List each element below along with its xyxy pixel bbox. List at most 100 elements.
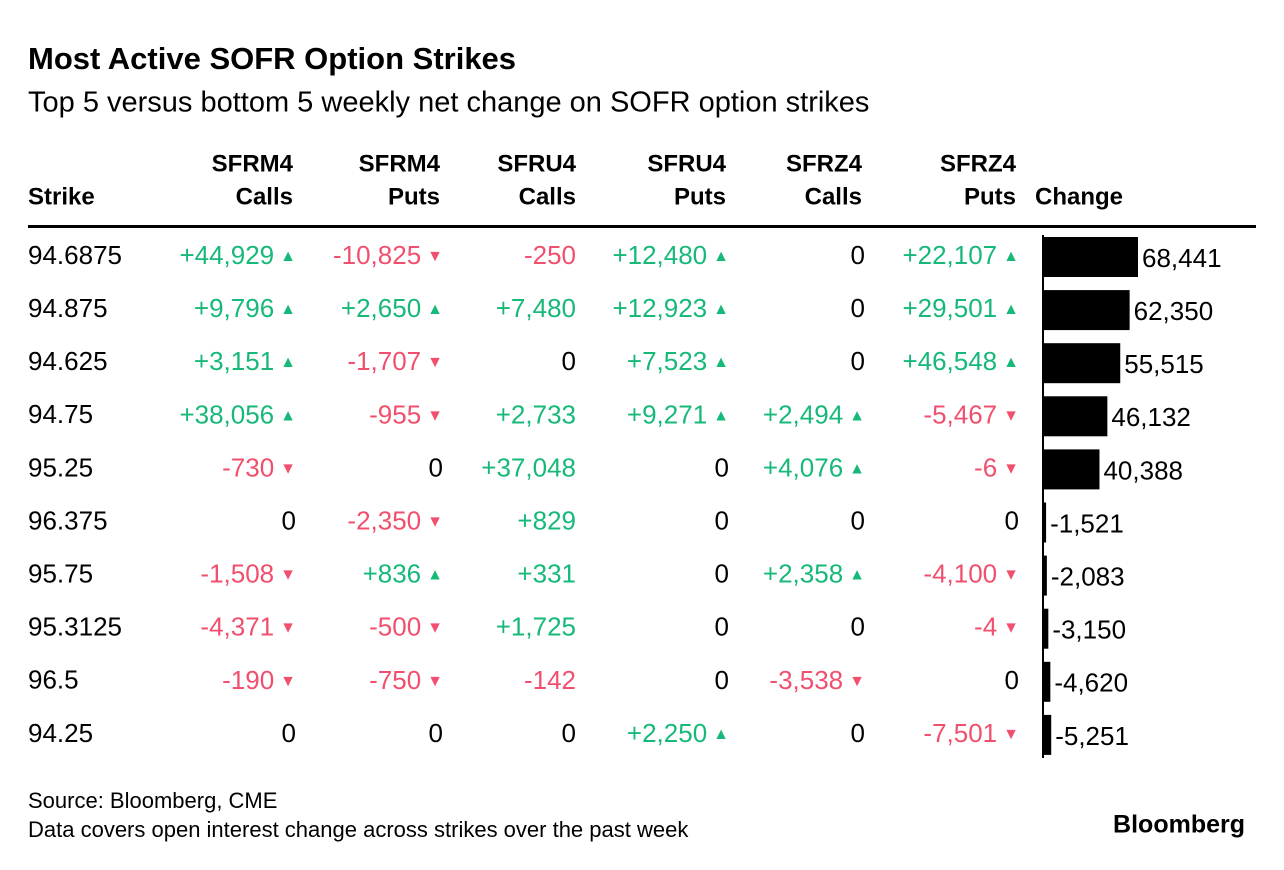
value: +2,250 <box>627 718 707 748</box>
change-bar <box>1044 343 1121 384</box>
cell-value: 0 <box>1005 505 1019 535</box>
cell-value: -955 ▼ <box>369 399 443 429</box>
value: -730 <box>222 452 274 482</box>
value: -5,467 <box>923 399 997 429</box>
arrow: ▼ <box>427 673 443 690</box>
cell-value: +2,250 ▲ <box>627 718 729 748</box>
cell-value: 0 <box>851 718 865 748</box>
arrow: ▲ <box>849 567 865 584</box>
change-bar <box>1044 396 1108 437</box>
cell-value: 0 <box>851 612 865 642</box>
value: +836 <box>363 558 422 588</box>
value: +44,929 <box>179 240 274 270</box>
value: -955 <box>369 399 421 429</box>
value: 0 <box>429 452 443 482</box>
cell-value: 0 <box>429 452 443 482</box>
subtitle: Top 5 versus bottom 5 weekly net change … <box>28 87 869 119</box>
cell-value: +44,929 ▲ <box>179 240 296 270</box>
value: -4 <box>974 612 997 642</box>
change-label: 46,132 <box>1111 402 1191 432</box>
arrow: ▲ <box>1003 248 1019 265</box>
cell-value: -7,501 ▼ <box>923 718 1019 748</box>
column-header: SFRM4 <box>212 150 294 177</box>
value: +12,923 <box>612 293 707 323</box>
cell-value: -4 ▼ <box>974 612 1019 642</box>
strike: 95.3125 <box>28 612 122 642</box>
value: 0 <box>851 293 865 323</box>
change-label: -5,251 <box>1055 721 1129 751</box>
arrow: ▲ <box>280 408 296 425</box>
cell-value: -10,825 ▼ <box>333 240 443 270</box>
cell-value: -3,538 ▼ <box>769 665 865 695</box>
arrow: ▲ <box>1003 354 1019 371</box>
arrow: ▲ <box>280 354 296 371</box>
value: +38,056 <box>179 399 274 429</box>
column-header: Calls <box>519 183 576 210</box>
cell-value: 0 <box>715 665 729 695</box>
value: -190 <box>222 665 274 695</box>
cell-value: -1,508 ▼ <box>200 558 296 588</box>
cell-value: +12,480 ▲ <box>612 240 729 270</box>
value: 0 <box>851 505 865 535</box>
strike: 94.625 <box>28 346 108 376</box>
value: -1,508 <box>200 558 274 588</box>
change-label: 40,388 <box>1103 455 1183 485</box>
column-header: SFRU4 <box>497 150 576 177</box>
column-header: Puts <box>964 183 1016 210</box>
cell-value: 0 <box>429 718 443 748</box>
cell-value: 0 <box>851 293 865 323</box>
cell-value: +2,494 ▲ <box>763 399 865 429</box>
change-bar <box>1044 714 1052 755</box>
cell-value: +7,523 ▲ <box>627 346 729 376</box>
cell-value: 0 <box>282 718 296 748</box>
value: 0 <box>429 718 443 748</box>
value: 0 <box>715 612 729 642</box>
arrow: ▲ <box>849 408 865 425</box>
cell-value: -5,467 ▼ <box>923 399 1019 429</box>
column-header: SFRZ4 <box>940 150 1017 177</box>
arrow: ▼ <box>1003 461 1019 478</box>
cell-value: +331 <box>517 558 576 588</box>
cell-value: +829 <box>517 505 576 535</box>
column-header: SFRU4 <box>647 150 726 177</box>
arrow: ▼ <box>849 673 865 690</box>
change-label: -3,150 <box>1052 615 1126 645</box>
value: 0 <box>851 240 865 270</box>
cell-value: 0 <box>851 346 865 376</box>
value: 0 <box>1005 505 1019 535</box>
column-header: Change <box>1035 183 1123 210</box>
arrow: ▼ <box>280 567 296 584</box>
value: +3,151 <box>194 346 274 376</box>
value: +22,107 <box>902 240 997 270</box>
value: 0 <box>851 612 865 642</box>
arrow: ▲ <box>427 301 443 318</box>
cell-value: +7,480 <box>496 293 576 323</box>
cell-value: -4,371 ▼ <box>200 612 296 642</box>
change-label: -1,521 <box>1050 508 1124 538</box>
arrow: ▲ <box>713 408 729 425</box>
change-bar <box>1044 608 1049 649</box>
note: Data covers open interest change across … <box>28 817 689 842</box>
cell-value: -1,707 ▼ <box>347 346 443 376</box>
value: 0 <box>851 718 865 748</box>
strike: 96.5 <box>28 665 79 695</box>
value: +7,480 <box>496 293 576 323</box>
value: 0 <box>715 558 729 588</box>
source: Source: Bloomberg, CME <box>28 788 277 813</box>
cell-value: +3,151 ▲ <box>194 346 296 376</box>
cell-value: +9,796 ▲ <box>194 293 296 323</box>
value: 0 <box>715 665 729 695</box>
value: +2,358 <box>763 558 843 588</box>
cell-value: 0 <box>715 505 729 535</box>
column-header: Calls <box>805 183 862 210</box>
arrow: ▼ <box>1003 726 1019 743</box>
cell-value: 0 <box>715 452 729 482</box>
value: -4,371 <box>200 612 274 642</box>
value: 0 <box>1005 665 1019 695</box>
cell-value: +1,725 <box>496 612 576 642</box>
cell-value: 0 <box>1005 665 1019 695</box>
arrow: ▼ <box>427 248 443 265</box>
value: -1,707 <box>347 346 421 376</box>
arrow: ▼ <box>1003 567 1019 584</box>
